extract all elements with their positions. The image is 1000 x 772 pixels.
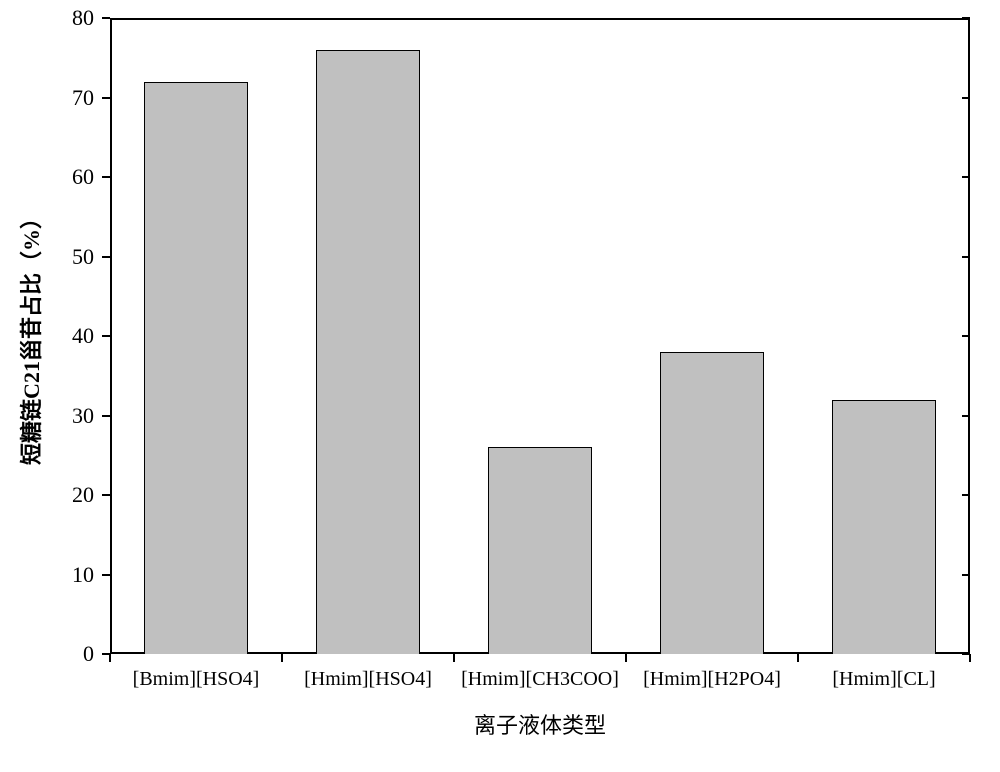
y-tick-right	[962, 574, 970, 576]
y-tick-right	[962, 17, 970, 19]
bar	[488, 447, 591, 654]
y-tick-label: 10	[0, 562, 94, 588]
x-tick-label: [Hmim][CL]	[832, 668, 935, 691]
y-tick-right	[962, 256, 970, 258]
y-tick-label: 20	[0, 482, 94, 508]
y-tick	[102, 574, 110, 576]
y-tick-label: 80	[0, 5, 94, 31]
y-tick	[102, 335, 110, 337]
x-tick	[969, 654, 971, 662]
x-tick	[281, 654, 283, 662]
x-axis-label: 离子液体类型	[474, 708, 606, 740]
x-tick-label: [Bmim][HSO4]	[133, 668, 260, 691]
y-tick-right	[962, 176, 970, 178]
x-tick	[453, 654, 455, 662]
y-tick	[102, 17, 110, 19]
x-tick	[109, 654, 111, 662]
x-tick	[797, 654, 799, 662]
y-tick-label: 70	[0, 85, 94, 111]
y-tick	[102, 256, 110, 258]
x-tick	[625, 654, 627, 662]
y-tick-right	[962, 335, 970, 337]
y-tick	[102, 97, 110, 99]
y-tick-label: 60	[0, 164, 94, 190]
bar	[660, 352, 763, 654]
y-tick	[102, 415, 110, 417]
y-tick-label: 40	[0, 323, 94, 349]
x-tick-label: [Hmim][H2PO4]	[643, 668, 781, 691]
y-tick	[102, 176, 110, 178]
x-tick-label: [Hmim][CH3COO]	[461, 668, 619, 691]
bar	[144, 82, 247, 654]
y-tick-label: 30	[0, 403, 94, 429]
bar	[316, 50, 419, 654]
x-tick-label: [Hmim][HSO4]	[304, 668, 432, 691]
bar	[832, 400, 935, 654]
y-tick-right	[962, 494, 970, 496]
y-tick-right	[962, 415, 970, 417]
y-tick-right	[962, 97, 970, 99]
chart-container: 短糖链C21甾苷占比（%） 离子液体类型 01020304050607080 […	[0, 0, 1000, 772]
y-tick-label: 0	[0, 641, 94, 667]
y-tick	[102, 494, 110, 496]
y-tick-label: 50	[0, 244, 94, 270]
